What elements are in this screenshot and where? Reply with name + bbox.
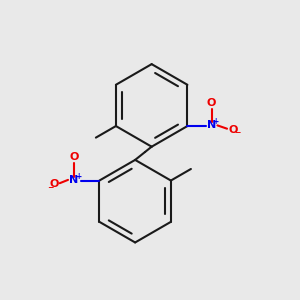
Text: O: O [49,179,58,189]
Text: −: − [47,183,53,192]
Text: N: N [69,175,79,184]
Text: O: O [207,98,216,108]
Text: +: + [212,117,219,126]
Text: +: + [75,172,81,181]
Text: O: O [228,125,238,135]
Text: −: − [234,128,240,137]
Text: O: O [69,152,79,162]
Text: N: N [207,120,216,130]
